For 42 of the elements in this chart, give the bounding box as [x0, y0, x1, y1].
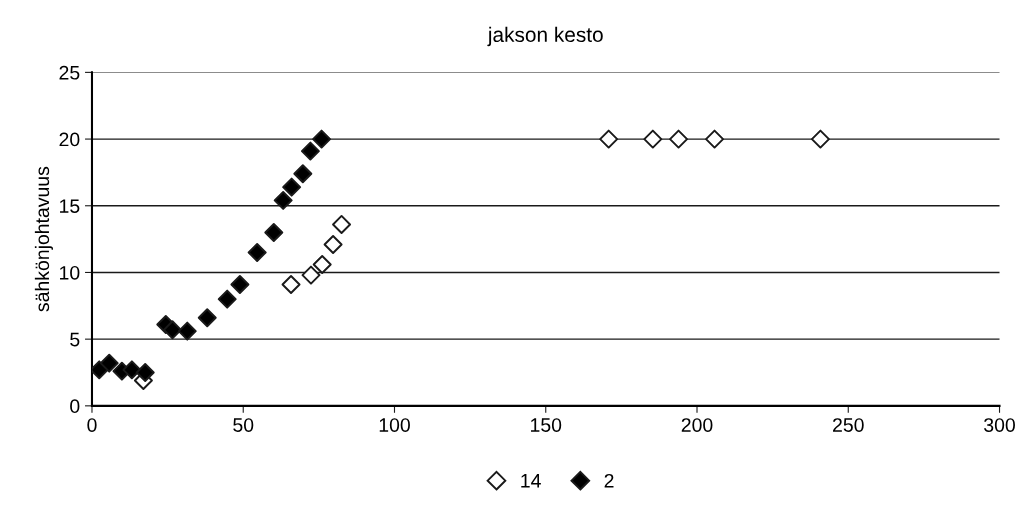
x-tick-label: 300 — [984, 418, 1015, 432]
x-tick-label: 0 — [87, 418, 97, 432]
y-tick-label: 10 — [60, 265, 80, 280]
point — [643, 129, 663, 149]
point — [177, 321, 197, 341]
point — [312, 129, 332, 149]
point — [705, 129, 725, 149]
y-tick-label: 5 — [70, 332, 80, 347]
point — [197, 308, 217, 328]
x-tick-label: 50 — [233, 418, 254, 432]
point — [332, 214, 352, 234]
legend-label: 2 — [604, 473, 614, 488]
point — [810, 129, 830, 149]
point — [264, 222, 284, 242]
chart-title: jakson kesto — [487, 26, 603, 47]
point — [599, 129, 619, 149]
x-tick-label: 150 — [531, 418, 562, 432]
y-tick-label: 15 — [60, 199, 80, 213]
x-tick-label: 250 — [833, 418, 864, 432]
point — [293, 164, 313, 184]
point — [230, 274, 250, 294]
point — [300, 141, 320, 161]
point — [135, 363, 155, 382]
point — [323, 234, 343, 254]
point — [669, 129, 689, 149]
point — [312, 254, 332, 274]
point — [122, 360, 142, 380]
point — [273, 190, 293, 210]
point — [281, 274, 301, 294]
point — [162, 320, 182, 340]
y-tick-label: 20 — [59, 132, 80, 147]
point — [217, 289, 237, 309]
y-axis-title: sähkönjohtavuus — [34, 166, 53, 312]
point — [282, 177, 302, 197]
y-tick-label: 25 — [59, 65, 80, 80]
point — [301, 265, 321, 285]
point — [247, 242, 267, 262]
y-tick-label: 0 — [70, 399, 80, 414]
legend-label: 14 — [521, 474, 541, 488]
point — [99, 353, 119, 373]
x-tick-label: 200 — [681, 418, 713, 432]
x-tick-label: 100 — [379, 418, 410, 432]
